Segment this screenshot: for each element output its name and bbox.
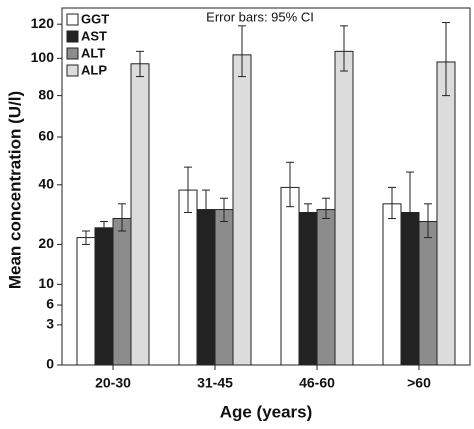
legend-swatch xyxy=(66,64,79,77)
y-tick-label: 60 xyxy=(38,128,54,144)
y-tick-label: 20 xyxy=(38,235,54,251)
x-tick-label: >60 xyxy=(407,375,431,391)
y-tick-label: 80 xyxy=(38,86,54,102)
y-tick-label: 100 xyxy=(31,49,55,65)
x-tick-label: 46-60 xyxy=(299,375,335,391)
bar xyxy=(298,211,318,366)
y-tick-label: 40 xyxy=(38,175,54,191)
bar xyxy=(76,237,96,366)
legend-swatch xyxy=(66,47,79,60)
y-tick-label: 10 xyxy=(38,275,54,291)
x-axis-label: Age (years) xyxy=(220,402,313,421)
bar xyxy=(214,209,234,366)
y-tick-label: 3 xyxy=(46,316,54,332)
bar xyxy=(178,189,198,366)
legend-swatch xyxy=(66,30,79,43)
y-tick-label: 0 xyxy=(46,356,54,372)
y-tick-label: 120 xyxy=(31,15,55,31)
y-tick-label: 6 xyxy=(46,296,54,312)
bar xyxy=(94,227,114,366)
bar xyxy=(334,50,354,366)
legend-swatch xyxy=(66,13,79,26)
bar xyxy=(382,203,402,366)
legend-label: ALT xyxy=(81,45,105,60)
bar xyxy=(112,217,132,366)
legend-label: ALP xyxy=(81,62,107,77)
x-tick-label: 20-30 xyxy=(95,375,131,391)
bar xyxy=(418,221,438,366)
bar xyxy=(232,54,252,366)
note: Error bars: 95% CI xyxy=(206,9,314,24)
x-tick-label: 31-45 xyxy=(197,375,233,391)
bar xyxy=(130,63,150,366)
legend-label: GGT xyxy=(81,11,109,26)
bar xyxy=(316,209,336,366)
bar xyxy=(196,209,216,366)
legend-label: AST xyxy=(81,28,107,43)
y-axis-label: Mean concentration (U/l) xyxy=(5,91,24,289)
bar xyxy=(280,186,300,366)
bar xyxy=(436,61,456,366)
